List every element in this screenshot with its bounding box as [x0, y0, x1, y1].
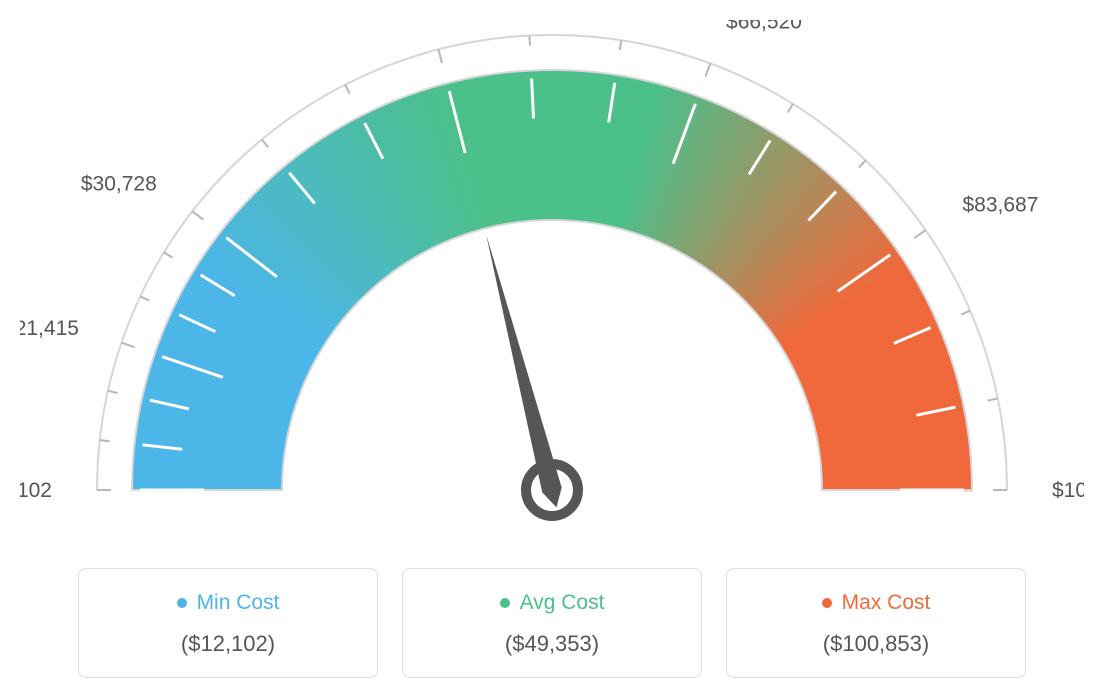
dot-icon: [822, 598, 832, 608]
legend-value-min: ($12,102): [89, 631, 367, 657]
legend-value-max: ($100,853): [737, 631, 1015, 657]
legend-title-text: Min Cost: [197, 591, 280, 615]
legend-value-avg: ($49,353): [413, 631, 691, 657]
svg-text:$83,687: $83,687: [962, 194, 1038, 217]
legend-row: Min Cost ($12,102) Avg Cost ($49,353) Ma…: [20, 568, 1084, 678]
legend-card-min: Min Cost ($12,102): [78, 568, 378, 678]
legend-card-avg: Avg Cost ($49,353): [402, 568, 702, 678]
legend-title-min: Min Cost: [177, 591, 280, 615]
gauge-svg: $12,102$21,415$30,728$49,353$66,520$83,6…: [20, 20, 1084, 540]
legend-title-avg: Avg Cost: [500, 591, 605, 615]
legend-card-max: Max Cost ($100,853): [726, 568, 1026, 678]
dot-icon: [500, 598, 510, 608]
svg-text:$30,728: $30,728: [81, 173, 157, 196]
svg-text:$100,853: $100,853: [1052, 479, 1084, 502]
legend-title-text: Avg Cost: [520, 591, 605, 615]
legend-title-text: Max Cost: [842, 591, 931, 615]
svg-text:$12,102: $12,102: [20, 479, 52, 502]
svg-text:$66,520: $66,520: [726, 20, 802, 33]
svg-text:$21,415: $21,415: [20, 317, 79, 340]
legend-title-max: Max Cost: [822, 591, 931, 615]
dot-icon: [177, 598, 187, 608]
cost-gauge: $12,102$21,415$30,728$49,353$66,520$83,6…: [20, 20, 1084, 540]
